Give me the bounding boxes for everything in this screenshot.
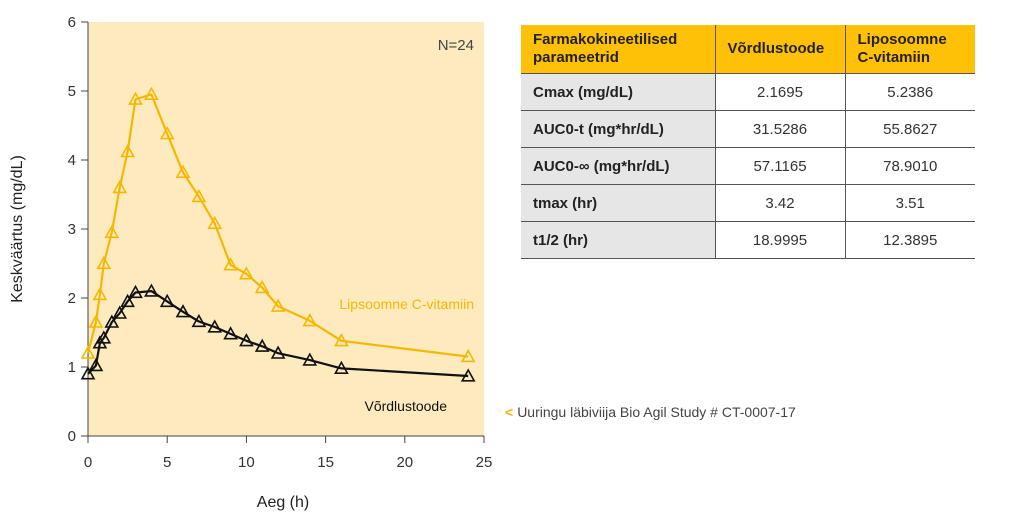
reference-value: 18.9995 [714, 221, 845, 259]
data-point-marker [120, 144, 135, 158]
data-point-marker [112, 179, 128, 194]
data-point-marker [159, 293, 175, 308]
x-tick-label: 5 [163, 454, 171, 471]
reference-value: 31.5286 [714, 110, 845, 148]
table-row: Cmax (mg/dL) 2.1695 5.2386 [521, 73, 975, 111]
param-name: AUC0-t (mg*hr/dL) [521, 110, 715, 148]
liposomal-value: 3.51 [844, 184, 975, 222]
x-tick-label: 20 [396, 454, 413, 471]
data-point-marker [191, 188, 207, 203]
table-row: AUC0-∞ (mg*hr/dL) 57.1165 78.9010 [521, 147, 975, 185]
data-point-marker [175, 304, 191, 318]
reference-value: 3.42 [714, 184, 845, 222]
x-tick-label: 15 [317, 454, 334, 471]
data-point-marker [270, 298, 286, 312]
data-point-marker [302, 313, 318, 327]
data-point-marker [460, 368, 476, 382]
liposomal-value: 78.9010 [844, 147, 975, 185]
y-tick-label: 0 [68, 428, 76, 445]
y-axis-title: Keskväärtus (mg/dL) [9, 155, 26, 303]
data-point-marker [270, 345, 286, 359]
data-point-marker [92, 286, 108, 301]
table-row: t1/2 (hr) 18.9995 12.3895 [521, 221, 975, 259]
y-tick-label: 3 [68, 221, 76, 238]
data-point-marker [223, 257, 238, 271]
param-name: AUC0-∞ (mg*hr/dL) [521, 147, 715, 185]
table-row: tmax (hr) 3.42 3.51 [521, 184, 975, 222]
y-tick-label: 1 [68, 359, 76, 376]
source-note: < Uuringu läbiviija Bio Agil Study # CT-0… [505, 404, 796, 420]
data-point-marker [223, 326, 238, 340]
table-header-row: Farmakokineetilised parameetrid Võrdlust… [521, 25, 975, 74]
axis-layer: 0 1 2 3 4 5 6 0 5 10 15 20 25 [68, 14, 493, 471]
data-point-marker [239, 266, 254, 280]
data-point-marker [191, 313, 207, 328]
data-point-marker [96, 330, 112, 344]
data-point-marker [302, 352, 318, 366]
pk-line-chart: 0 1 2 3 4 5 6 0 5 10 15 20 25 N=24 Lipsoomne C-vitam… [9, 14, 493, 511]
x-tick-label: 10 [238, 454, 255, 471]
data-point-marker [88, 314, 104, 328]
source-note-chevron-icon: < [505, 404, 514, 420]
data-point-marker [128, 284, 143, 299]
data-point-marker [144, 283, 159, 297]
data-point-marker [80, 345, 96, 359]
param-name: t1/2 (hr) [521, 221, 715, 259]
reference-value: 57.1165 [714, 147, 845, 185]
data-point-marker [254, 279, 270, 294]
plot-area [88, 22, 484, 436]
liposomal-value: 55.8627 [844, 110, 975, 148]
liposomal-value: 12.3895 [844, 221, 975, 259]
y-tick-label: 6 [68, 14, 76, 31]
data-point-marker [144, 86, 159, 100]
data-point-marker [334, 360, 349, 375]
data-point-marker [239, 333, 254, 347]
data-point-marker [207, 215, 223, 230]
data-point-marker [96, 255, 112, 270]
data-point-marker [175, 164, 191, 178]
data-point-marker [80, 366, 96, 380]
table-row: AUC0-t (mg*hr/dL) 31.5286 55.8627 [521, 110, 975, 148]
param-name: tmax (hr) [521, 184, 715, 222]
y-tick-label: 5 [68, 83, 76, 100]
data-point-marker [88, 357, 104, 372]
liposomal-value: 5.2386 [844, 73, 975, 111]
data-point-marker [334, 333, 349, 347]
reference-value: 2.1695 [714, 73, 845, 111]
source-note-text: Uuringu läbiviija Bio Agil Study # CT-00… [517, 404, 796, 420]
x-tick-label: 0 [84, 454, 92, 471]
x-tick-label: 25 [476, 454, 493, 471]
header-liposomal: Liposoomne C-vitamiin [844, 25, 975, 74]
data-point-marker [254, 338, 270, 352]
series-label-reference: Võrdlustoode [364, 398, 447, 414]
pk-parameters-table: Farmakokineetilised parameetrid Võrdlust… [521, 25, 975, 259]
data-point-marker [104, 224, 120, 239]
data-point-marker [128, 91, 143, 105]
data-point-marker [120, 293, 135, 308]
data-point-marker [104, 314, 120, 328]
header-reference: Võrdlustoode [714, 25, 845, 74]
data-point-marker [460, 348, 476, 363]
header-parameters: Farmakokineetilised parameetrid [521, 25, 715, 74]
x-axis-title: Aeg (h) [257, 494, 309, 511]
y-tick-label: 2 [68, 290, 76, 307]
data-point-marker [112, 305, 128, 319]
data-point-marker [207, 319, 223, 333]
param-name: Cmax (mg/dL) [521, 73, 715, 111]
series-label-liposomal: Lipsoomne C-vitamiin [339, 296, 474, 312]
data-point-marker [159, 126, 175, 140]
n-annotation: N=24 [438, 37, 474, 54]
y-tick-label: 4 [68, 152, 76, 169]
series-layer [80, 86, 476, 382]
